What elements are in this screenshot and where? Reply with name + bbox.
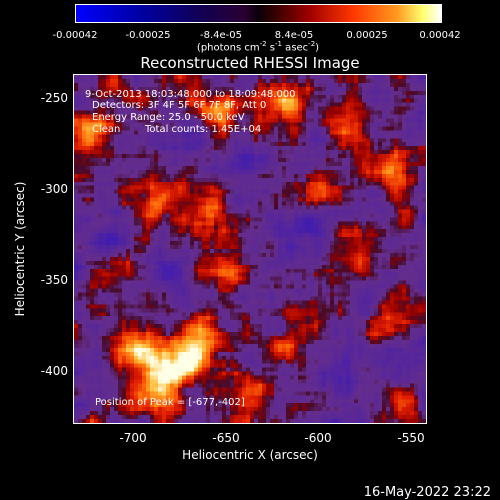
colorbar-units: (photons cm-2 s-1 asec-2) <box>196 40 320 54</box>
y-axis-label: Heliocentric Y (arcsec) <box>13 181 27 317</box>
y-tick-label: -350 <box>40 273 68 287</box>
x-tick-label: -650 <box>212 431 240 445</box>
x-axis-label: Heliocentric X (arcsec) <box>182 448 318 462</box>
annotation-peak: Position of Peak = [-677,-402] <box>95 397 245 408</box>
y-tick-label: -400 <box>40 364 68 378</box>
colorbar-tick: 0.00025 <box>346 30 388 41</box>
y-tick-label: -300 <box>40 182 68 196</box>
timestamp: 16-May-2022 23:22 <box>363 485 491 500</box>
heatmap-image <box>74 75 426 423</box>
plot-area <box>73 74 427 424</box>
colorbar <box>75 4 442 23</box>
colorbar-tick: -8.4e-05 <box>200 30 242 41</box>
colorbar-tick: 0.00042 <box>419 30 461 41</box>
x-tick-label: -600 <box>304 431 332 445</box>
x-tick-label: -700 <box>119 431 147 445</box>
colorbar-tick: 8.4e-05 <box>274 30 314 41</box>
colorbar-tick: -0.00042 <box>52 30 98 41</box>
chart-title: Reconstructed RHESSI Image <box>140 54 360 72</box>
annotation-counts: Total counts: 1.45E+04 <box>145 124 262 135</box>
annotation-detectors: Detectors: 3F 4F 5F 6F 7F 8F, Att 0 <box>92 100 267 111</box>
y-tick-label: -250 <box>40 91 68 105</box>
colorbar-tick: -0.00025 <box>125 30 171 41</box>
x-tick-label: -550 <box>397 431 425 445</box>
annotation-time: 9-Oct-2013 18:03:48.000 to 18:09:48.000 <box>85 89 296 100</box>
annotation-method: Clean <box>92 124 121 135</box>
annotation-energy: Energy Range: 25.0 - 50.0 keV <box>92 112 245 123</box>
